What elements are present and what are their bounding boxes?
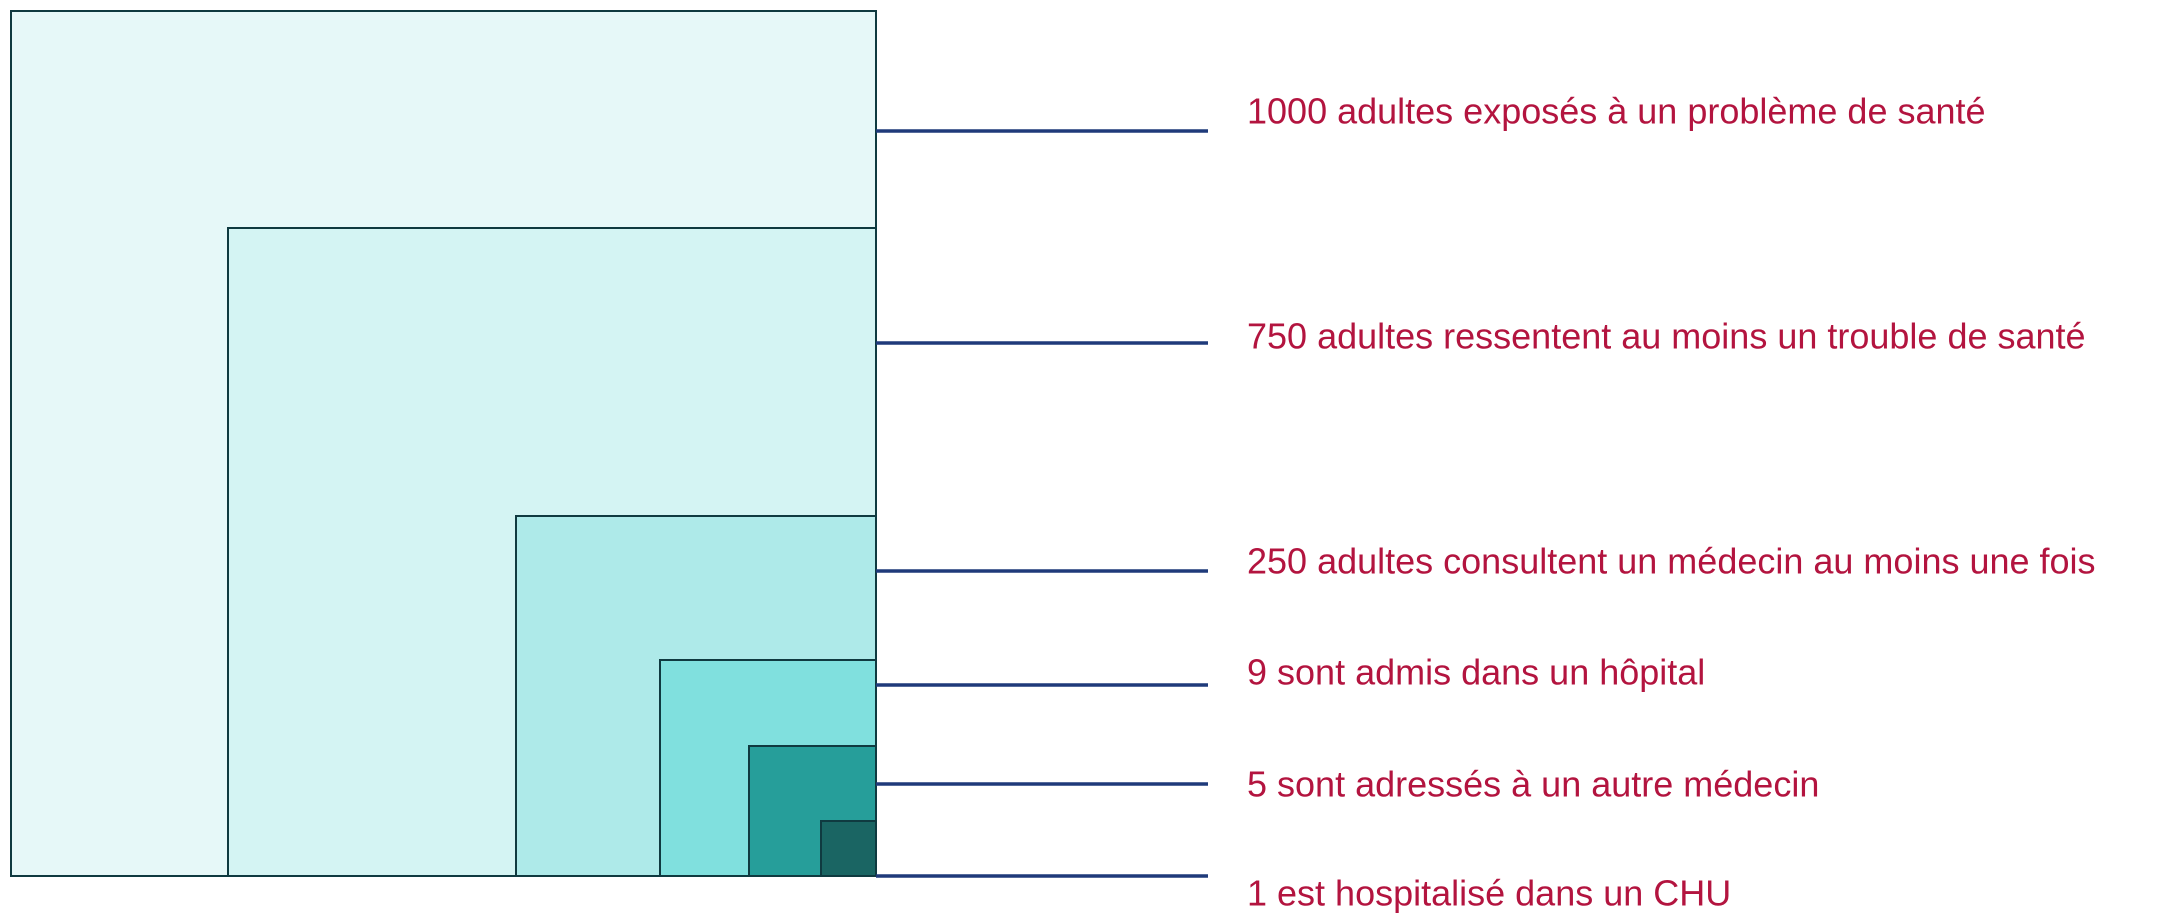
label: 1000 adultes exposés à un problème de sa… bbox=[1247, 91, 1986, 132]
label: 5 sont adressés à un autre médecin bbox=[1247, 764, 1819, 805]
label: 1 est hospitalisé dans un CHU bbox=[1247, 873, 1731, 914]
label: 250 adultes consultent un médecin au moi… bbox=[1247, 541, 2096, 582]
label: 9 sont admis dans un hôpital bbox=[1247, 652, 1705, 693]
square-6 bbox=[820, 820, 877, 877]
label: 750 adultes ressentent au moins un troub… bbox=[1247, 316, 2086, 357]
